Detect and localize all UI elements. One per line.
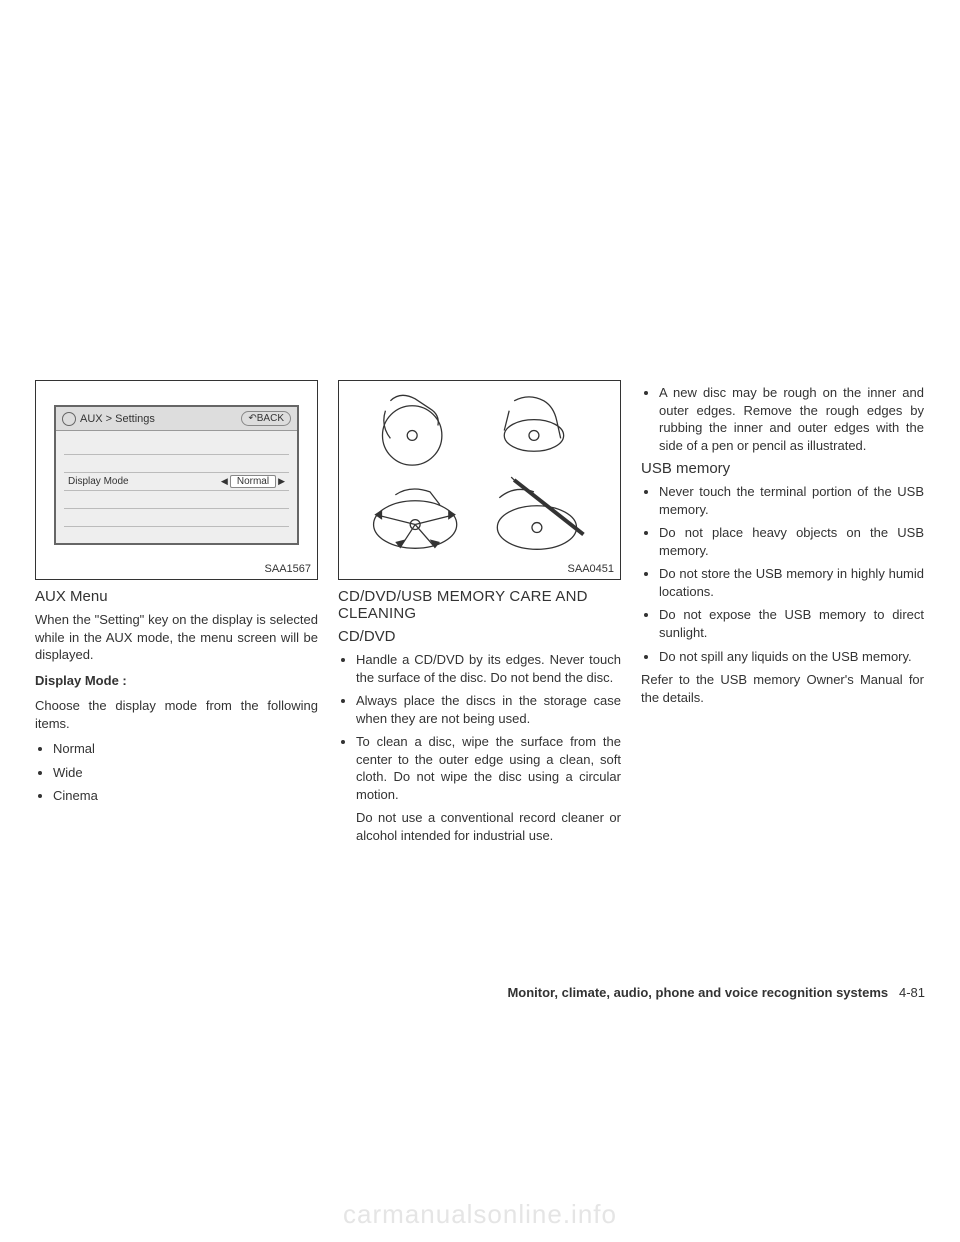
column-1: AUX > Settings ↶BACK Display Mode ◀ Norm…: [35, 380, 318, 850]
list-item: Normal: [53, 740, 318, 758]
list-item: Always place the discs in the storage ca…: [356, 692, 621, 727]
display-mode-label: Display Mode: [68, 476, 129, 487]
usb-memory-subheading: USB memory: [641, 460, 924, 477]
display-mode-row: Display Mode ◀ Normal ▶: [64, 473, 289, 491]
list-item: Do not expose the USB memory to direct s…: [659, 606, 924, 641]
list-item: A new disc may be rough on the inner and…: [659, 384, 924, 454]
footer-section: Monitor, climate, audio, phone and voice…: [507, 985, 888, 1000]
list-item: Do not store the USB memory in highly hu…: [659, 565, 924, 600]
list-note: Do not use a conventional record cleaner…: [338, 809, 621, 844]
cd-dvd-subheading: CD/DVD: [338, 628, 621, 645]
arrow-right-icon: ▶: [278, 476, 285, 487]
display-mode-list: Normal Wide Cinema: [35, 740, 318, 805]
list-item: Cinema: [53, 787, 318, 805]
disc-illustration-svg: [339, 381, 620, 579]
aux-menu-heading: AUX Menu: [35, 588, 318, 605]
page-content: AUX > Settings ↶BACK Display Mode ◀ Norm…: [35, 380, 925, 850]
aux-menu-p2: Choose the display mode from the followi…: [35, 697, 318, 732]
usb-ref: Refer to the USB memory Owner's Manual f…: [641, 671, 924, 706]
list-item: Do not spill any liquids on the USB memo…: [659, 648, 924, 666]
page-footer: Monitor, climate, audio, phone and voice…: [507, 985, 925, 1000]
column-2: SAA0451 CD/DVD/USB MEMORY CARE AND CLEAN…: [338, 380, 621, 850]
watermark: carmanualsonline.info: [0, 1199, 960, 1230]
list-item: Wide: [53, 764, 318, 782]
figure-label: SAA1567: [265, 563, 311, 575]
top-continuation-list: A new disc may be rough on the inner and…: [641, 384, 924, 454]
list-item: Do not place heavy objects on the USB me…: [659, 524, 924, 559]
footer-page: 4-81: [899, 985, 925, 1000]
arrow-left-icon: ◀: [221, 476, 228, 487]
back-button-mock: ↶BACK: [241, 411, 291, 426]
aux-rows: Display Mode ◀ Normal ▶: [56, 431, 297, 550]
list-item: To clean a disc, wipe the surface from t…: [356, 733, 621, 803]
cd-dvd-list: Handle a CD/DVD by its edges. Never touc…: [338, 651, 621, 844]
care-cleaning-heading: CD/DVD/USB MEMORY CARE AND CLEANING: [338, 588, 621, 622]
figure-disc-handling: SAA0451: [338, 380, 621, 580]
usb-list: Never touch the terminal portion of the …: [641, 483, 924, 665]
display-mode-value: Normal: [230, 475, 276, 488]
figure-label: SAA0451: [568, 563, 614, 575]
list-item: Never touch the terminal portion of the …: [659, 483, 924, 518]
column-3: A new disc may be rough on the inner and…: [641, 380, 924, 850]
aux-breadcrumb: AUX > Settings: [80, 413, 155, 425]
list-item: Handle a CD/DVD by its edges. Never touc…: [356, 651, 621, 686]
aux-breadcrumb-bar: AUX > Settings ↶BACK: [56, 407, 297, 431]
globe-icon: [62, 412, 76, 426]
aux-menu-p1: When the "Setting" key on the display is…: [35, 611, 318, 664]
aux-screen-mock: AUX > Settings ↶BACK Display Mode ◀ Norm…: [54, 405, 299, 545]
display-mode-bold-label: Display Mode :: [35, 672, 318, 690]
figure-aux-screen: AUX > Settings ↶BACK Display Mode ◀ Norm…: [35, 380, 318, 580]
